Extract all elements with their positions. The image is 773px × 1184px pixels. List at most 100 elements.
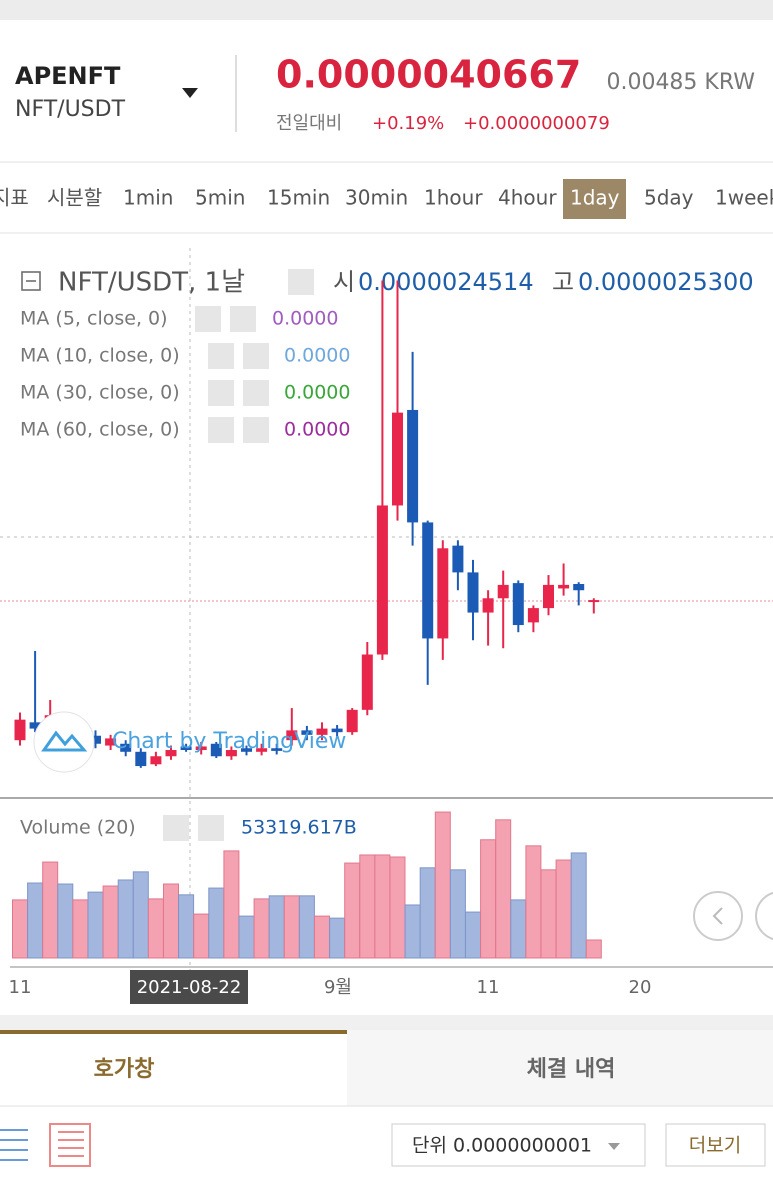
open-value: 0.0000024514 bbox=[358, 268, 534, 296]
x-tick-label: 11 bbox=[9, 977, 32, 998]
interval-tab[interactable]: 1day bbox=[570, 186, 620, 210]
interval-tab[interactable]: 5day bbox=[644, 186, 694, 210]
remove-icon[interactable] bbox=[243, 380, 269, 406]
candle-body bbox=[241, 748, 252, 752]
interval-tab[interactable]: 1hour bbox=[424, 186, 483, 210]
volume-bar bbox=[404, 904, 421, 959]
change-label: 전일대비 bbox=[276, 113, 342, 134]
scroll-left-button[interactable] bbox=[693, 891, 743, 941]
volume-bar bbox=[389, 856, 406, 959]
dropdown-caret[interactable] bbox=[182, 88, 198, 98]
volume-bar bbox=[419, 867, 436, 959]
high-label: 고 bbox=[552, 268, 574, 296]
volume-bar bbox=[102, 885, 119, 959]
indicator-name: MA (60, close, 0) bbox=[20, 419, 180, 441]
settings-icon[interactable] bbox=[208, 343, 234, 369]
list-icon-lines bbox=[58, 1131, 84, 1157]
x-tick-label: 9월 bbox=[324, 977, 352, 998]
remove-icon[interactable] bbox=[243, 343, 269, 369]
unit-label: 단위 0.0000000001 bbox=[412, 1135, 592, 1157]
indicator-value: 0.0000 bbox=[272, 308, 338, 330]
pair[interactable]: NFT/USDT bbox=[15, 97, 126, 122]
candle-body bbox=[105, 738, 117, 746]
interval-tabs: 지표 시분할 1min 5min 15min 30min 1hour 4hour 1day 5da… bbox=[0, 179, 773, 219]
scroll-right-button[interactable] bbox=[755, 892, 773, 940]
candle-body bbox=[90, 735, 101, 744]
volume-value: 53319.617B bbox=[241, 817, 357, 839]
settings-icon[interactable] bbox=[163, 815, 189, 841]
volume-bar bbox=[253, 898, 270, 959]
candle-body bbox=[316, 728, 328, 735]
interval-tab[interactable]: 시분할 bbox=[47, 186, 102, 210]
settings-icon[interactable] bbox=[208, 417, 234, 443]
scroll-left-icon bbox=[712, 907, 723, 925]
candle-body bbox=[195, 746, 207, 751]
volume-bar bbox=[193, 913, 210, 959]
candle-body bbox=[301, 730, 313, 735]
volume-bar bbox=[12, 899, 28, 959]
interval-tab[interactable]: 지표 bbox=[0, 186, 29, 210]
volume-bar bbox=[132, 871, 149, 959]
collapse-icon[interactable] bbox=[21, 271, 41, 291]
candle-body bbox=[271, 748, 283, 751]
candle-body bbox=[29, 722, 41, 729]
volume-bar bbox=[298, 895, 315, 959]
crosshair-date-box bbox=[130, 970, 248, 1004]
candle-body bbox=[543, 584, 554, 609]
list-icon-frame bbox=[49, 1123, 91, 1167]
order-tab[interactable]: 호가창 bbox=[94, 1057, 155, 1082]
unit-select[interactable] bbox=[391, 1123, 646, 1167]
interval-tab[interactable]: 15min bbox=[267, 186, 330, 210]
indicator-value: 0.0000 bbox=[284, 345, 350, 367]
order-tab[interactable]: 체결 내역 bbox=[527, 1057, 616, 1082]
remove-icon[interactable] bbox=[198, 815, 224, 841]
indicator-name: MA (10, close, 0) bbox=[20, 345, 180, 367]
candle-body bbox=[120, 743, 132, 752]
volume-bar bbox=[163, 883, 179, 959]
candle-body bbox=[286, 730, 298, 741]
settings-icon[interactable] bbox=[195, 306, 221, 332]
volume-bar bbox=[208, 887, 225, 959]
price: 0.0000040667 bbox=[276, 53, 581, 97]
open-label: 시 bbox=[333, 268, 355, 296]
list-icon[interactable] bbox=[0, 1123, 91, 1167]
settings-icon[interactable] bbox=[288, 269, 314, 295]
change-abs: +0.0000000079 bbox=[463, 113, 610, 134]
remove-icon[interactable] bbox=[230, 306, 256, 332]
volume-bar bbox=[480, 839, 497, 959]
interval-tab[interactable]: 1week bbox=[715, 186, 773, 210]
indicator-value: 0.0000 bbox=[284, 382, 350, 404]
volume-bar bbox=[178, 894, 195, 959]
candle-body bbox=[467, 572, 479, 613]
volume-bar bbox=[510, 899, 527, 959]
settings-icon[interactable] bbox=[208, 380, 234, 406]
candle-body bbox=[407, 409, 419, 523]
interval-tab[interactable]: 5min bbox=[195, 186, 245, 210]
more-button[interactable] bbox=[665, 1123, 766, 1167]
candle-body bbox=[392, 412, 403, 506]
candle-body bbox=[225, 750, 237, 757]
candle-body bbox=[256, 748, 268, 752]
candle-body bbox=[482, 598, 494, 613]
x-tick-label: 20 bbox=[629, 977, 652, 998]
interval-tab[interactable]: 30min bbox=[345, 186, 408, 210]
candle-body bbox=[135, 751, 147, 767]
candle-body bbox=[346, 709, 358, 733]
candle-body bbox=[422, 522, 434, 639]
volume-bar bbox=[72, 899, 89, 959]
high-value: 0.0000025300 bbox=[578, 268, 754, 296]
interval-tab[interactable]: 1min bbox=[123, 186, 173, 210]
tab-inactive[interactable] bbox=[347, 1030, 773, 1106]
indicator-name: MA (30, close, 0) bbox=[20, 382, 180, 404]
volume-bar bbox=[495, 819, 512, 959]
volume-bar bbox=[434, 811, 451, 959]
volume-bar bbox=[540, 869, 557, 959]
interval-tab[interactable]: 4hour bbox=[498, 186, 557, 210]
x-tick-label: 11 bbox=[477, 977, 500, 998]
volume-bar bbox=[117, 879, 134, 959]
remove-icon[interactable] bbox=[243, 417, 269, 443]
candle-body bbox=[180, 746, 192, 751]
candle-body bbox=[452, 545, 464, 573]
candle-body bbox=[512, 583, 524, 626]
